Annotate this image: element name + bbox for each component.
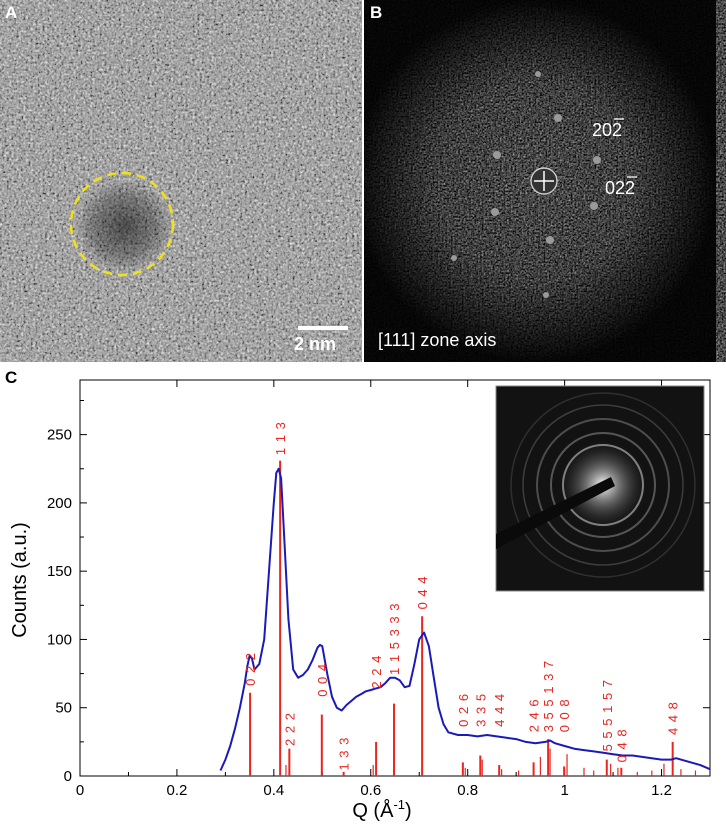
miller-index-label: 0 4 4 <box>415 575 430 609</box>
saed-ring <box>510 392 696 578</box>
y-axis-label: Counts (a.u.) <box>9 522 31 638</box>
x-tick-label: 0 <box>76 782 84 799</box>
y-tick-label: 50 <box>55 700 72 717</box>
miller-index-label: 4 4 4 <box>492 693 507 727</box>
x-tick-label: 1.2 <box>651 782 672 799</box>
miller-index-label: 0 0 4 <box>315 663 330 697</box>
miller-index-label: 2 2 4 <box>369 655 384 689</box>
x-tick-label: 0.2 <box>166 782 187 799</box>
y-tick-label: 200 <box>47 495 72 512</box>
miller-index-label: 3 3 5 <box>473 693 488 727</box>
nanoparticle-circle <box>69 171 175 277</box>
x-tick-label: 0.4 <box>263 782 284 799</box>
miller-index-label: 5 5 5 1 5 7 <box>600 679 615 751</box>
miller-index-label: 0 2 2 <box>243 652 258 686</box>
miller-index-label: 1 1 5 3 3 3 <box>387 602 402 674</box>
panel-label-c: C <box>5 368 18 387</box>
y-tick-label: 250 <box>47 427 72 444</box>
scale-bar <box>298 326 348 330</box>
saed-ring <box>522 404 684 566</box>
panel-label-a: A <box>5 3 18 22</box>
scale-bar-label: 2 nm <box>294 334 337 354</box>
miller-index-label: 0 4 8 <box>614 728 629 762</box>
x-axis-label: Q (Å-1) <box>352 797 411 822</box>
panel-label-b: B <box>370 3 383 22</box>
saed-inset <box>495 385 705 592</box>
hrtem-image <box>0 0 362 362</box>
nanoparticle-region <box>76 180 172 272</box>
diffraction-profile-chart: 0 0.2 0.4 0.6 0.8 1 1.2 0 50 100 150 200 250 0 2 2 1 … <box>9 379 711 822</box>
saed-ring <box>562 444 644 526</box>
diffraction-spots <box>451 71 601 298</box>
y-tick-label: 150 <box>47 563 72 580</box>
miller-index-label: 2 2 2 <box>282 712 297 746</box>
reflection-labels: 202 022 <box>592 118 637 198</box>
y-tick-label: 0 <box>64 768 72 785</box>
x-tick-label: 0.6 <box>360 782 381 799</box>
diffraction-profile-panel: C 0 0.2 0.4 0.6 0.8 1 1.2 0 50 100 150 200 250 0 2 2… <box>0 366 726 827</box>
miller-index-label: 0 0 8 <box>557 698 572 732</box>
miller-index-label: 1 3 3 <box>337 737 352 771</box>
y-tick-label: 100 <box>47 631 72 648</box>
x-tick-label: 0.8 <box>457 782 478 799</box>
miller-index-label: 0 2 6 <box>456 693 471 727</box>
fft-pattern: 202 022 <box>364 0 726 362</box>
miller-index-label: 1 1 3 <box>273 421 288 455</box>
profile-line <box>219 467 711 771</box>
miller-index-label: 3 5 5 1 3 7 <box>541 660 556 732</box>
miller-index-label: 4 4 8 <box>666 701 681 735</box>
fft-pattern-panel: 202 022 B [111] zone axis <box>364 0 726 362</box>
zone-axis-label: [111] zone axis <box>378 330 497 350</box>
miller-index-label: 2 4 6 <box>527 698 542 732</box>
reflection-label-202: 202 <box>592 120 622 140</box>
saed-ring <box>536 418 670 552</box>
reflection-label-022: 022 <box>605 178 635 198</box>
hrtem-image-panel: A 2 nm <box>0 0 362 362</box>
beam-stop <box>496 477 615 549</box>
saed-ring <box>550 432 656 538</box>
x-tick-label: 1 <box>560 782 568 799</box>
